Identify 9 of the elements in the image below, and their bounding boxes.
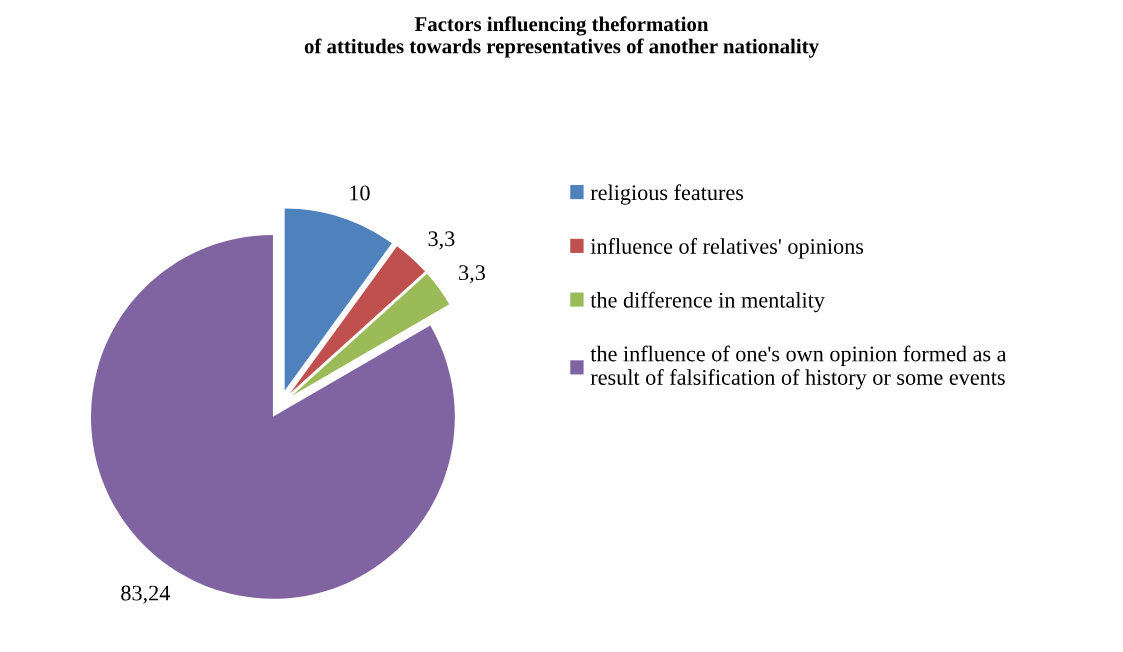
- legend-label: the difference in mentality: [590, 291, 825, 313]
- data-label: 10: [350, 185, 370, 201]
- legend-label: influence of relatives' opinions: [590, 238, 864, 259]
- legend-label: the influence of one's own opinion formed as a result of falsification of history or some events: [590, 345, 1007, 390]
- chart-title: Factors influencing theformation of attitudes towards representatives of another nationality: [304, 16, 819, 58]
- data-label: 3,3: [459, 265, 485, 284]
- data-label: 83,24: [121, 585, 171, 604]
- data-label: 3,3: [428, 231, 455, 250]
- legend-label: religious features: [590, 184, 744, 205]
